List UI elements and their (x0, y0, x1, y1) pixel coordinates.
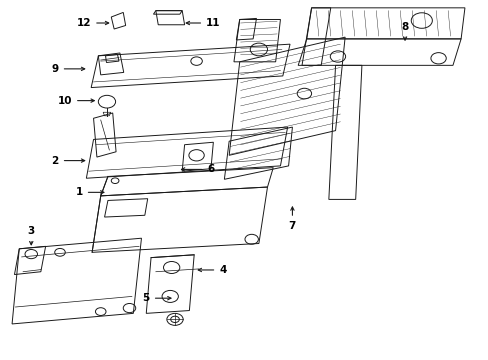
Text: 4: 4 (198, 265, 226, 275)
Text: 12: 12 (77, 18, 108, 28)
Text: 1: 1 (75, 187, 103, 197)
Text: 6: 6 (181, 165, 214, 174)
Text: 10: 10 (58, 96, 94, 105)
Text: 9: 9 (52, 64, 84, 74)
Text: 11: 11 (186, 18, 220, 28)
Text: 2: 2 (51, 156, 84, 166)
Text: 8: 8 (401, 22, 408, 40)
Text: 3: 3 (27, 226, 35, 245)
Text: 7: 7 (288, 207, 296, 231)
Text: 5: 5 (142, 293, 171, 303)
